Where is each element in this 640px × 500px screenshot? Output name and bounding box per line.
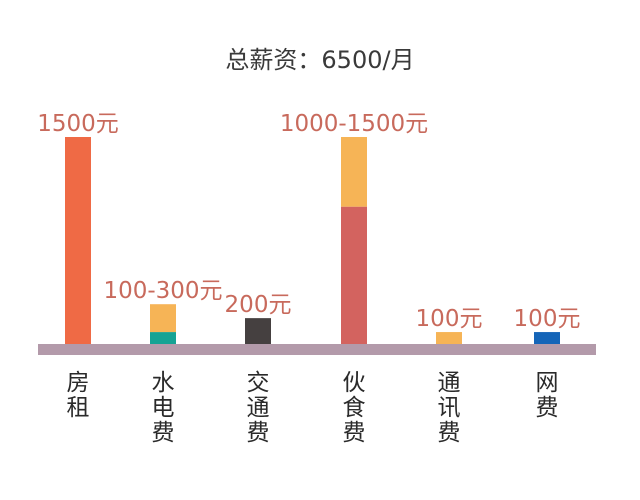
chart-title: 总薪资：6500/月: [225, 46, 414, 74]
category-label-4: 通讯费: [438, 370, 461, 446]
bar-3-base: [341, 206, 367, 346]
bar-2-value-label: 200元: [225, 292, 292, 318]
bar-1-range: [150, 304, 176, 333]
bar-1-value-label: 100-300元: [103, 278, 222, 304]
category-labels-group: 房租 水电费 交通费 伙食费 通讯费 网费: [67, 370, 559, 446]
bar-4-value-label: 100元: [416, 306, 483, 332]
category-label-5: 网费: [536, 370, 559, 421]
bar-0-value-label: 1500元: [37, 111, 119, 137]
category-label-2: 交通费: [247, 370, 270, 446]
category-label-0: 房租: [67, 370, 90, 421]
bar-2-base: [245, 318, 271, 346]
category-label-3: 伙食费: [343, 370, 366, 446]
category-label-1: 水电费: [152, 370, 175, 446]
bar-4-base: [436, 332, 462, 346]
bar-1-base: [150, 332, 176, 346]
bar-5-base: [534, 332, 560, 346]
bar-0-base: [65, 137, 91, 346]
bar-3-value-label: 1000-1500元: [280, 111, 428, 137]
bar-5-value-label: 100元: [514, 306, 581, 332]
baseline-axis: [38, 344, 596, 355]
bar-3-range: [341, 137, 367, 207]
